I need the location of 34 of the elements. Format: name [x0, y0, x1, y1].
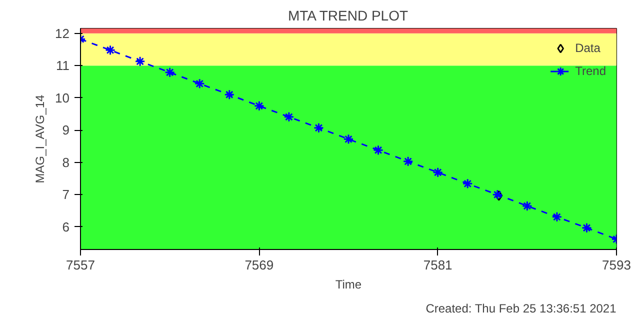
point [492, 189, 503, 200]
y-axis-title: MAG_I_AVG_14 [33, 94, 48, 184]
y-tick-label: 12 [55, 26, 70, 41]
chart-title: MTA TREND PLOT [288, 8, 408, 24]
y-tick-label: 8 [62, 154, 70, 170]
point [581, 222, 592, 234]
x-axis-title: Time [335, 278, 362, 292]
point [164, 67, 176, 78]
y-tick-label: 11 [56, 58, 70, 74]
point [254, 100, 264, 112]
x-tick-label: 7593 [602, 258, 631, 272]
x-tick-label: 7557 [66, 258, 95, 272]
point [313, 122, 324, 134]
point [522, 200, 532, 212]
y-tick-label: 6 [62, 219, 70, 234]
y-tick-label: 7 [62, 187, 70, 202]
point [224, 89, 235, 100]
x-tick-label: 7569 [244, 258, 274, 272]
y-tick-label: 9 [62, 122, 70, 138]
y-tick-label: 10 [55, 90, 70, 106]
point [134, 56, 146, 67]
point [284, 112, 294, 122]
point [462, 178, 473, 189]
point [432, 167, 444, 178]
point [343, 134, 354, 144]
x-tick-label: 7581 [423, 258, 452, 272]
point [552, 212, 562, 222]
point [373, 144, 384, 156]
point [105, 44, 116, 56]
text: Created: Thu Feb 25 13:36:51 2021 [426, 302, 617, 316]
point [402, 156, 414, 167]
legend-label: Trend [575, 64, 606, 78]
point [194, 78, 205, 89]
legend-label: Data [575, 41, 600, 55]
